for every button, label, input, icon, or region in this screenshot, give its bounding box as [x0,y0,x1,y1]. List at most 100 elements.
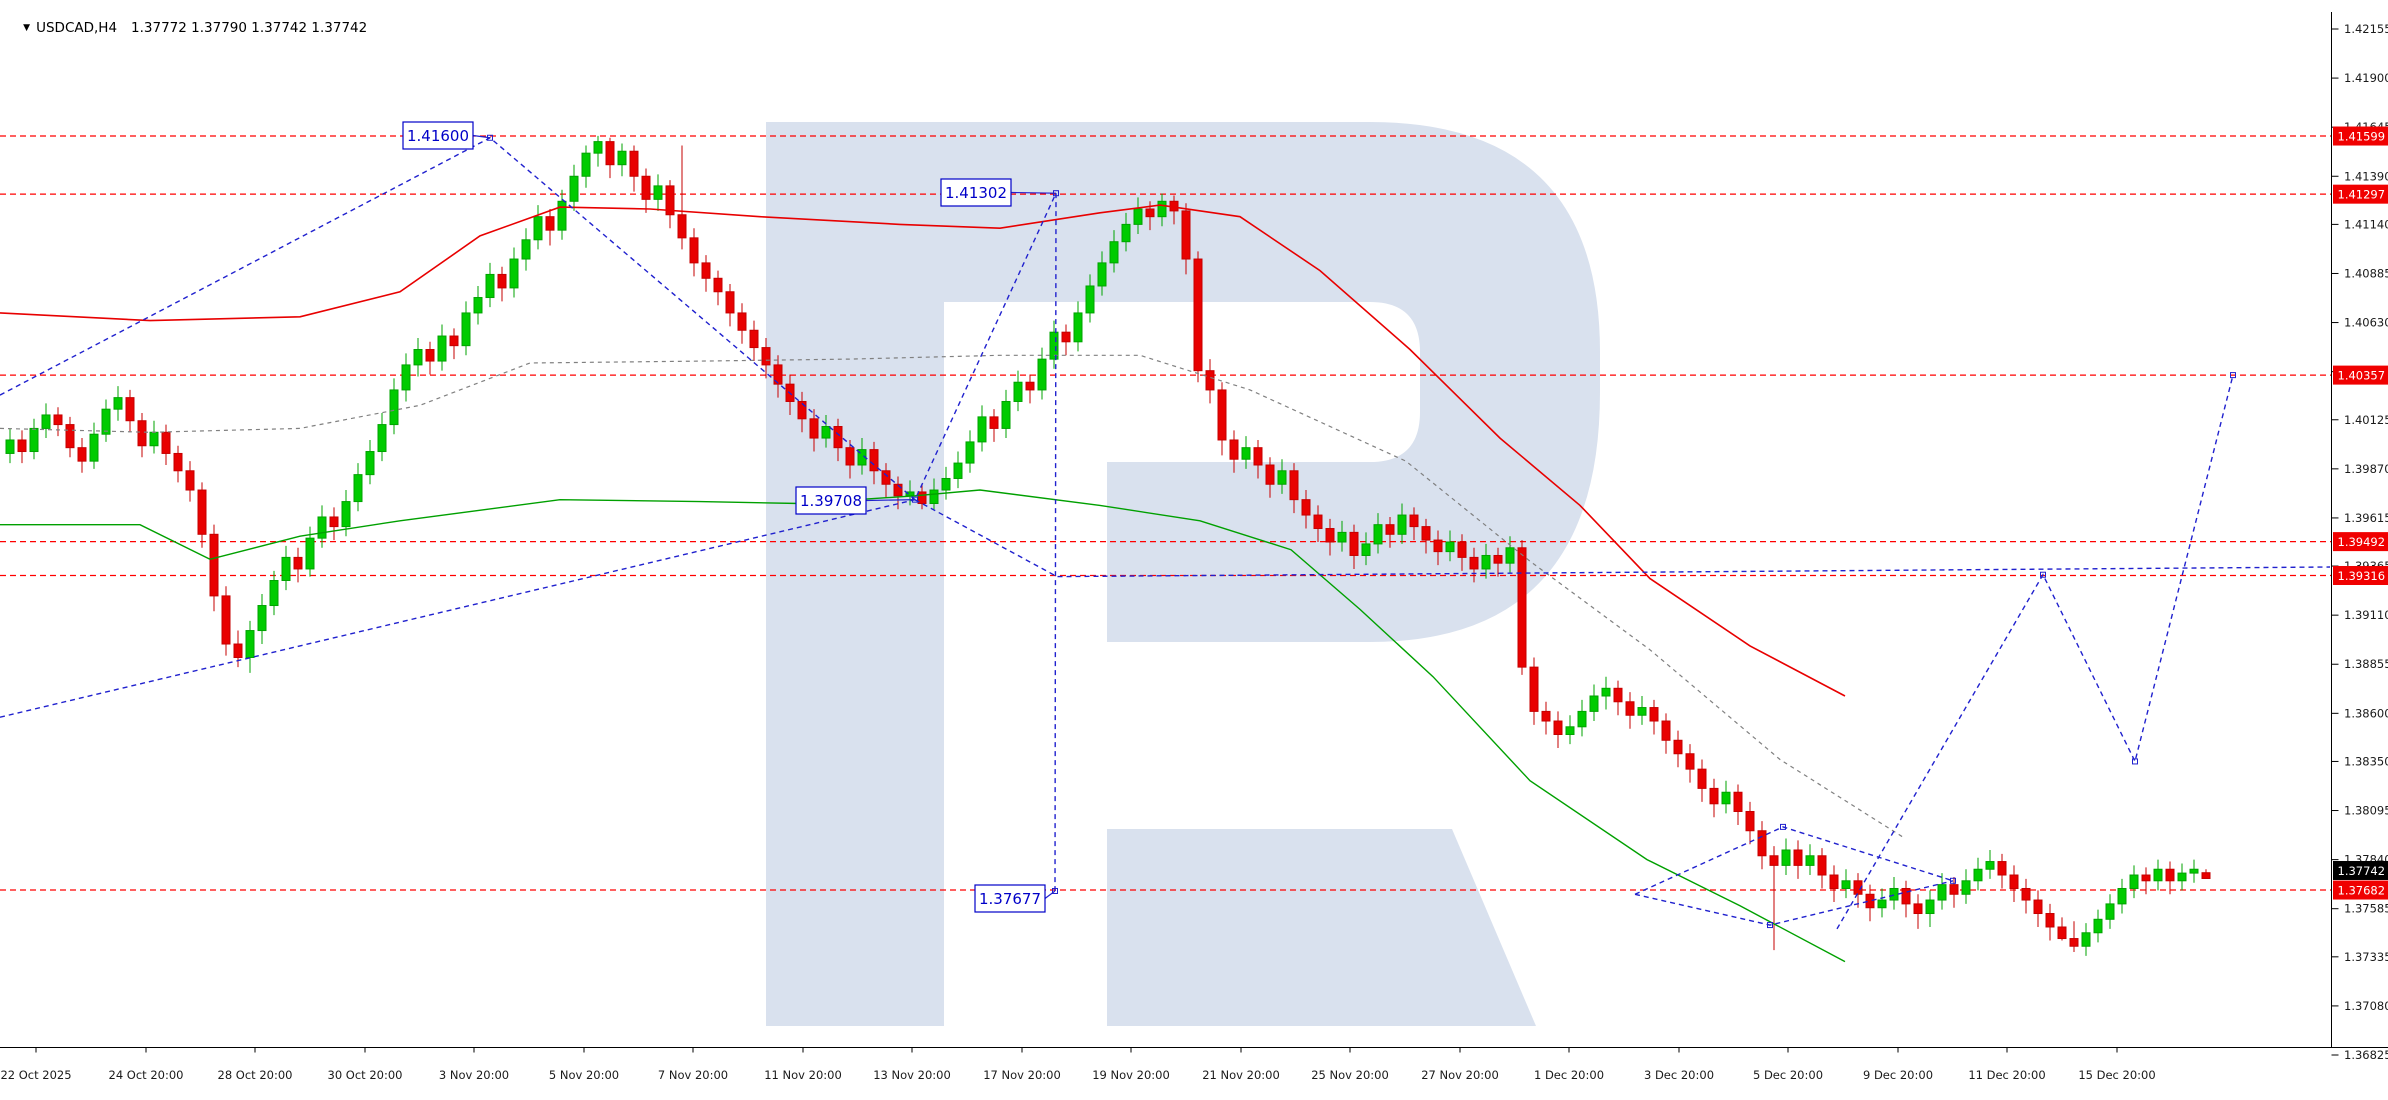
candle-body [257,605,267,632]
candle-body [713,277,723,293]
price-annotation-labels[interactable]: 1.41600 1.41302 1.39708 1.37677 [402,121,1057,913]
level-badge-bg [2333,880,2388,900]
price-tick-label: 1.38095 [2344,804,2388,818]
candlestick-series[interactable] [5,135,2211,956]
candle-body [1337,531,1347,543]
level-badge-text: 1.40357 [2338,369,2386,383]
candle-body [1433,539,1443,553]
candle-body [401,364,411,391]
symbol-period-label: USDCAD,H4 [36,20,118,36]
chart-axes[interactable]: 1.421551.419001.416451.413901.411401.408… [0,12,2388,1082]
candle-body [809,418,819,439]
level-badge-text: 1.37682 [2338,884,2386,898]
annotation-price-text: 1.39708 [800,492,862,510]
trend-vertex-marker [2040,571,2046,578]
candle-body [1697,768,1707,789]
candle-body [317,516,327,539]
candle-body [821,426,831,439]
candle-body [1673,739,1683,755]
candle-body [521,239,531,260]
candle-body [245,630,255,658]
time-tick-label: 17 Nov 20:00 [983,1068,1061,1082]
candle-body [581,152,591,177]
candle-body [557,200,567,231]
candle-body [509,258,519,289]
candle-body [329,516,339,528]
candle-body [101,408,111,435]
candle-body [1241,447,1251,460]
price-tick-label: 1.40630 [2344,316,2388,330]
candle-body [1913,903,1923,915]
candle-body [1157,200,1167,218]
candle-body [1577,710,1587,728]
candle-body [1097,262,1107,287]
candle-body [965,441,975,464]
candle-body [1541,710,1551,722]
candle-body [1385,524,1395,535]
candle-body [929,489,939,505]
candle-body [437,335,447,362]
candle-body [149,431,159,447]
ma-slow-gray-dashed [0,354,1906,839]
ma-green [0,489,1846,963]
price-tick-label: 1.36825 [2344,1048,2388,1062]
price-tick-label: 1.38855 [2344,657,2388,671]
candle-body [1901,887,1911,905]
candle-body [113,397,123,410]
trendline-wedge-lower [1634,880,1954,926]
trend-vertex-marker [1767,922,1773,929]
candle-body [1109,241,1119,264]
candle-body [1013,381,1023,402]
time-tick-label: 25 Nov 20:00 [1311,1068,1389,1082]
candle-body [1073,312,1083,343]
trend-vertex-marker [2132,758,2138,765]
candle-body [1805,855,1815,866]
candle-body [389,389,399,426]
candle-body [773,364,783,385]
trendline-mid-horizontal [914,499,2331,578]
candle-body [989,416,999,429]
candle-body [2057,926,2067,940]
annotation-connector [1044,890,1056,899]
price-tick-label: 1.37585 [2344,902,2388,916]
chart-header: ▼ USDCAD,H4 1.37772 1.37790 1.37742 1.3774… [6,4,367,52]
candle-body [1817,855,1827,876]
candle-body [1001,400,1011,429]
candle-body [2033,899,2043,915]
candle-body [1025,381,1035,391]
candle-body [1925,899,1935,915]
level-badge-bg [2333,184,2388,204]
candle-body [953,462,963,479]
candle-body [1133,208,1143,225]
level-badge-text: 1.39492 [2338,535,2386,549]
price-tick-label: 1.37335 [2344,950,2388,964]
candle-body [281,556,291,581]
time-tick-label: 22 Oct 2025 [0,1068,71,1082]
horizontal-level-lines[interactable] [0,135,2332,891]
time-tick-label: 21 Nov 20:00 [1202,1068,1280,1082]
candle-body [1865,893,1875,909]
time-tick-label: 7 Nov 20:00 [658,1068,728,1082]
price-tick-label: 1.40125 [2344,413,2388,427]
level-badge-text: 1.41297 [2338,188,2386,202]
candle-body [293,556,303,570]
candle-body [2093,918,2103,934]
candle-body [449,335,459,347]
candle-body [77,447,87,462]
candle-body [41,414,51,429]
candle-body [413,349,423,366]
candle-body [305,537,315,570]
candle-body [1601,687,1611,697]
symbol-dropdown-icon[interactable]: ▼ [23,23,31,33]
annotation-connector [865,499,916,502]
candle-body [1529,666,1539,712]
candle-body [1349,531,1359,556]
level-badge-bg [2333,365,2388,385]
candle-body [1565,726,1575,735]
candle-body [1589,695,1599,712]
candle-body [2045,913,2055,928]
price-tick-label: 1.41900 [2344,71,2388,85]
trend-vertex-marker [1780,823,1786,830]
time-tick-label: 24 Oct 20:00 [109,1068,184,1082]
